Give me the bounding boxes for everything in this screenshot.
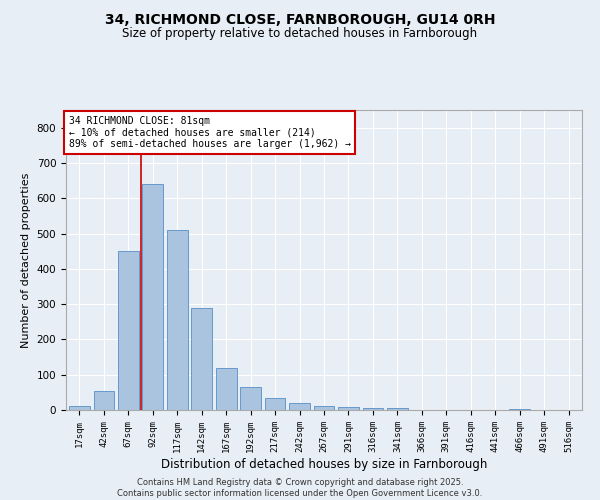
Bar [362, 408, 383, 410]
Bar [240, 387, 261, 410]
Bar [314, 406, 334, 410]
Bar [509, 409, 530, 410]
Bar [118, 251, 139, 410]
Text: 34 RICHMOND CLOSE: 81sqm
← 10% of detached houses are smaller (214)
89% of semi-: 34 RICHMOND CLOSE: 81sqm ← 10% of detach… [68, 116, 350, 149]
Bar [69, 406, 90, 410]
Bar [265, 398, 286, 410]
X-axis label: Distribution of detached houses by size in Farnborough: Distribution of detached houses by size … [161, 458, 487, 470]
Text: Size of property relative to detached houses in Farnborough: Size of property relative to detached ho… [122, 28, 478, 40]
Bar [338, 407, 359, 410]
Bar [167, 230, 188, 410]
Text: 34, RICHMOND CLOSE, FARNBOROUGH, GU14 0RH: 34, RICHMOND CLOSE, FARNBOROUGH, GU14 0R… [105, 12, 495, 26]
Text: Contains HM Land Registry data © Crown copyright and database right 2025.
Contai: Contains HM Land Registry data © Crown c… [118, 478, 482, 498]
Bar [289, 403, 310, 410]
Y-axis label: Number of detached properties: Number of detached properties [21, 172, 31, 348]
Bar [142, 184, 163, 410]
Bar [216, 368, 236, 410]
Bar [94, 390, 114, 410]
Bar [191, 308, 212, 410]
Bar [387, 408, 408, 410]
